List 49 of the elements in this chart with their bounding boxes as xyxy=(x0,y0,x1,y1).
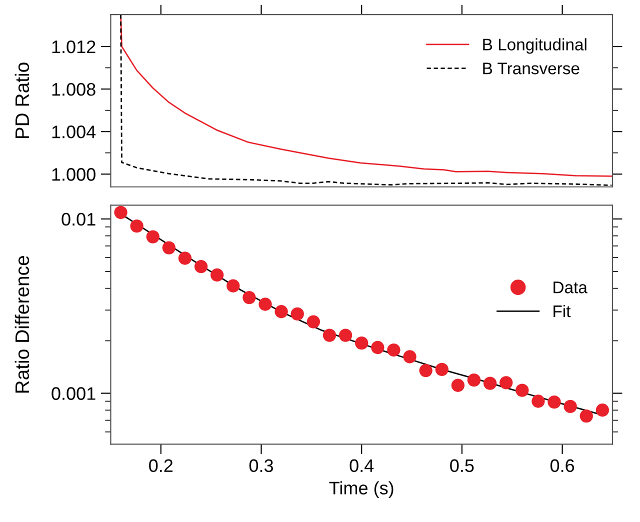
y-axis-title: Ratio Difference xyxy=(14,256,30,393)
point xyxy=(162,241,176,254)
point xyxy=(242,290,256,304)
point xyxy=(338,328,352,342)
point xyxy=(114,206,128,220)
point xyxy=(210,268,224,282)
x-tick-label: 0.2 xyxy=(149,459,173,472)
point xyxy=(467,373,481,387)
point xyxy=(355,336,368,350)
point xyxy=(532,394,545,408)
y-tick-label: 1.008 xyxy=(52,82,96,96)
point xyxy=(419,364,432,378)
point xyxy=(435,362,448,376)
x-tick-label: 0.5 xyxy=(450,459,474,472)
y-tick-label: 0.001 xyxy=(52,387,96,400)
point xyxy=(322,328,336,342)
x-tick-label: 0.6 xyxy=(550,459,574,472)
legend-label: Data xyxy=(554,282,588,294)
y-axis-title: PD Ratio xyxy=(14,62,30,138)
point xyxy=(483,376,497,390)
point xyxy=(548,395,561,409)
x-tick-label: 0.3 xyxy=(249,459,274,472)
point xyxy=(290,307,304,321)
point xyxy=(258,298,272,311)
x-tick-label: 0.4 xyxy=(350,459,374,472)
point xyxy=(580,409,593,423)
point xyxy=(274,305,288,318)
point xyxy=(178,252,192,265)
point xyxy=(403,350,416,364)
y-tick-label: 1.000 xyxy=(52,168,96,181)
point xyxy=(146,230,160,244)
point xyxy=(387,343,400,357)
point xyxy=(371,340,384,354)
point xyxy=(226,279,240,292)
legend-label: B Longitudinal xyxy=(483,38,586,54)
x-axis-title: Time (s) xyxy=(329,481,394,498)
legend-label: B Transverse xyxy=(483,62,580,74)
point xyxy=(451,378,465,392)
point xyxy=(306,315,320,328)
point xyxy=(130,220,144,233)
point xyxy=(500,376,513,390)
y-tick-label: 0.01 xyxy=(62,212,96,226)
point xyxy=(596,404,610,417)
y-tick-label: 1.004 xyxy=(52,126,96,138)
point xyxy=(194,260,208,274)
legend-label: Fit xyxy=(554,304,571,318)
y-tick-label: 1.012 xyxy=(52,40,96,54)
point xyxy=(564,400,577,414)
point xyxy=(516,384,529,397)
